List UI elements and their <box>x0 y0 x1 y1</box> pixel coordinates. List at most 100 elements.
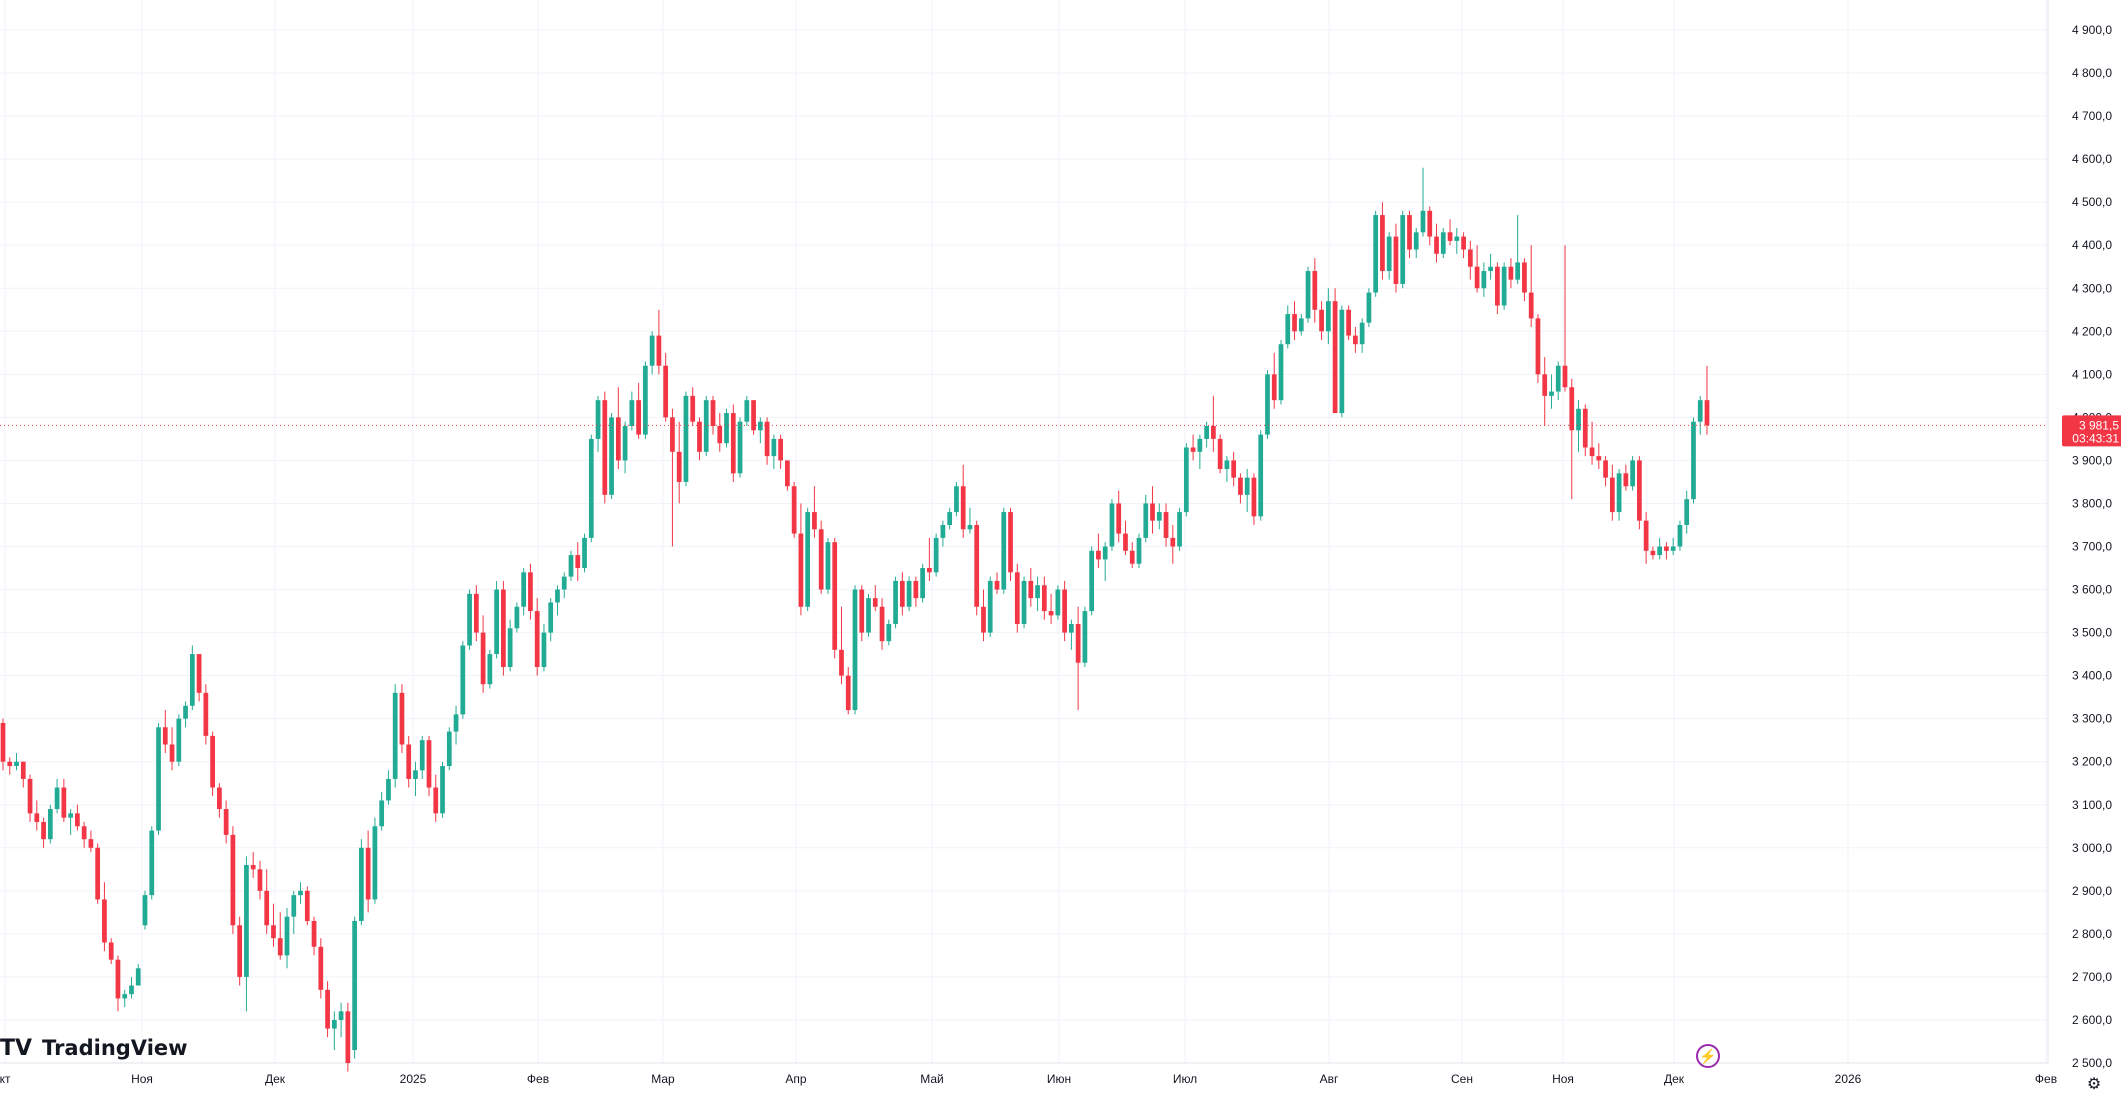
candle-body <box>156 727 161 831</box>
candle-body <box>1325 301 1331 332</box>
candle-body <box>744 400 750 422</box>
candle-body <box>568 555 574 577</box>
candle-body <box>494 589 499 655</box>
y-tick-label: 3 100,0 <box>2072 798 2112 812</box>
x-tick-label: Июл <box>1173 1072 1197 1086</box>
candle-body <box>1569 387 1575 431</box>
candle-body <box>1048 611 1054 616</box>
candle-body <box>1001 512 1007 590</box>
candle-body <box>852 589 858 711</box>
tradingview-logo-mark: TV <box>0 1035 33 1061</box>
candle-body <box>162 727 168 745</box>
candle-body <box>1542 374 1548 396</box>
candle-body <box>1535 318 1541 375</box>
candle-body <box>832 542 838 650</box>
candle-body <box>108 942 114 960</box>
candle-body <box>717 425 723 444</box>
candle-body <box>1522 262 1527 293</box>
candle-body <box>1292 314 1297 332</box>
candle-body <box>1014 572 1020 624</box>
candle-body <box>1150 503 1155 521</box>
candle-body <box>359 847 364 921</box>
x-tick-label: Дек <box>1664 1072 1685 1086</box>
candle-body <box>1244 477 1250 495</box>
candle-body <box>1353 335 1358 345</box>
candle-body <box>1576 408 1581 431</box>
candle-body <box>1298 318 1304 332</box>
candle-body <box>676 451 682 482</box>
candle-body <box>751 400 756 431</box>
candle-body <box>27 778 33 814</box>
candle-body <box>460 645 466 715</box>
candle-body <box>1055 589 1061 616</box>
candle-body <box>1069 623 1074 633</box>
lightning-icon[interactable]: ⚡ <box>1696 1044 1720 1068</box>
candle-body <box>1508 266 1514 280</box>
candle-body <box>1677 524 1683 547</box>
candle-body <box>365 847 371 900</box>
candle-body <box>1420 210 1426 233</box>
candle-body <box>379 800 385 827</box>
current-price-label-box <box>2062 415 2121 447</box>
candle-body <box>737 421 743 474</box>
candle-body <box>899 580 905 607</box>
candle-body <box>75 813 80 827</box>
y-tick-label: 4 300,0 <box>2072 281 2112 295</box>
candle-body <box>14 761 19 767</box>
candle-body <box>670 417 675 452</box>
candle-body <box>609 417 614 495</box>
candle-body <box>142 895 148 926</box>
candle-body <box>764 421 770 457</box>
candle-body <box>541 632 547 668</box>
candle-body <box>927 568 932 573</box>
candle-body <box>1393 236 1399 284</box>
candle-body <box>575 555 581 569</box>
candle-body <box>223 809 229 835</box>
y-tick-label: 3 600,0 <box>2072 583 2112 597</box>
candle-body <box>954 486 959 513</box>
candle-body <box>1691 421 1696 500</box>
y-tick-label: 2 500,0 <box>2072 1056 2112 1070</box>
tradingview-logo[interactable]: TV TradingView <box>0 1033 188 1063</box>
candle-body <box>906 580 912 607</box>
candle-body <box>791 486 797 534</box>
candle-body <box>203 692 209 736</box>
candle-body <box>683 395 689 482</box>
candle-body <box>1183 447 1189 513</box>
candle-body <box>1041 585 1047 612</box>
candle-body <box>386 778 391 801</box>
candle-body <box>440 766 445 814</box>
candle-body <box>1549 391 1554 396</box>
candle-body <box>1346 309 1351 336</box>
candle-body <box>595 400 601 439</box>
candle-body <box>169 744 175 762</box>
candle-body <box>879 606 885 642</box>
x-tick-label: 2026 <box>1835 1072 1862 1086</box>
candle-body <box>1637 460 1642 521</box>
candle-body <box>264 890 270 926</box>
candle-body <box>1116 503 1122 534</box>
candle-body <box>1373 215 1379 293</box>
candle-body <box>994 580 1000 590</box>
y-tick-label: 4 400,0 <box>2072 238 2112 252</box>
candle-body <box>812 512 817 530</box>
candle-body <box>1657 546 1663 556</box>
candle-body <box>1102 546 1108 560</box>
x-tick-label: Авг <box>1320 1072 1339 1086</box>
candle-body <box>697 421 702 452</box>
candle-body <box>1332 301 1338 414</box>
candle-body <box>785 460 790 487</box>
candle-body <box>406 744 412 779</box>
candle-body <box>1447 232 1453 241</box>
candle-body <box>1251 477 1257 517</box>
y-tick-label: 2 600,0 <box>2072 1013 2112 1027</box>
candle-body <box>859 589 865 633</box>
candle-body <box>1562 365 1568 388</box>
candle-body <box>1231 460 1237 478</box>
candle-body <box>730 413 736 474</box>
gear-icon[interactable]: ⚙ <box>2086 1076 2102 1093</box>
candle-body <box>1434 236 1439 254</box>
candle-body <box>1616 473 1622 513</box>
